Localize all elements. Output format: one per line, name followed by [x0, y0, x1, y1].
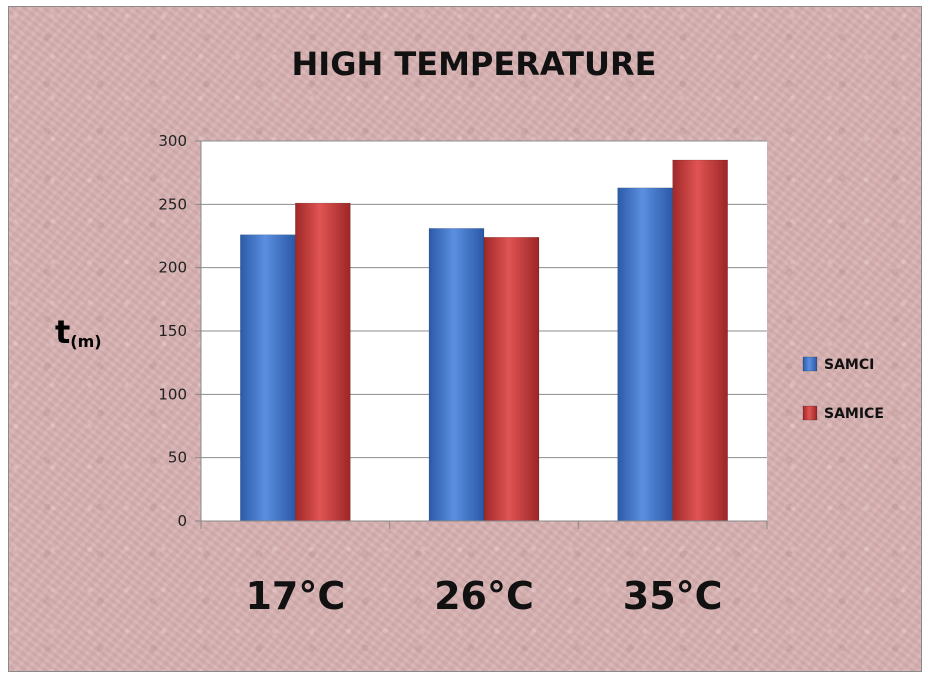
- chart-svg: HIGH TEMPERATURE 0 50 100 150 200 250 300 17°C…: [55, 45, 884, 618]
- bars: [240, 159, 728, 522]
- chart-frame: HIGH TEMPERATURE 0 50 100 150 200 250 300 17°C…: [8, 6, 922, 672]
- x-tick-label: 26°C: [434, 574, 534, 618]
- legend-label-samci: SAMCI: [824, 357, 874, 373]
- bar-samci-0: [240, 234, 296, 522]
- legend: SAMCI SAMICE: [802, 356, 884, 422]
- y-tick-label: 0: [177, 512, 187, 530]
- y-tick-label: 100: [158, 385, 187, 403]
- legend-swatch-samci: [802, 356, 818, 372]
- axes: [200, 141, 767, 522]
- x-tick-label: 17°C: [245, 574, 345, 618]
- bar-samci-1: [428, 228, 485, 522]
- y-tick-label: 300: [158, 132, 187, 150]
- x-axis-ticks: 17°C 26°C 35°C: [200, 521, 768, 618]
- bar-samice-0: [295, 202, 351, 522]
- y-axis-label: t(m): [55, 313, 102, 351]
- y-tick-label: 200: [158, 259, 187, 277]
- bar-samice-2: [672, 159, 728, 522]
- x-tick-label: 35°C: [623, 574, 723, 618]
- legend-label-samice: SAMICE: [824, 406, 884, 422]
- y-tick-label: 150: [158, 322, 187, 340]
- bar-samice-1: [483, 237, 540, 522]
- chart-title: HIGH TEMPERATURE: [292, 45, 657, 83]
- legend-swatch-samice: [802, 405, 818, 421]
- bar-samci-2: [617, 187, 673, 522]
- y-tick-label: 250: [158, 195, 187, 213]
- y-tick-label: 50: [168, 449, 187, 467]
- y-axis-ticks: 0 50 100 150 200 250 300: [158, 132, 201, 530]
